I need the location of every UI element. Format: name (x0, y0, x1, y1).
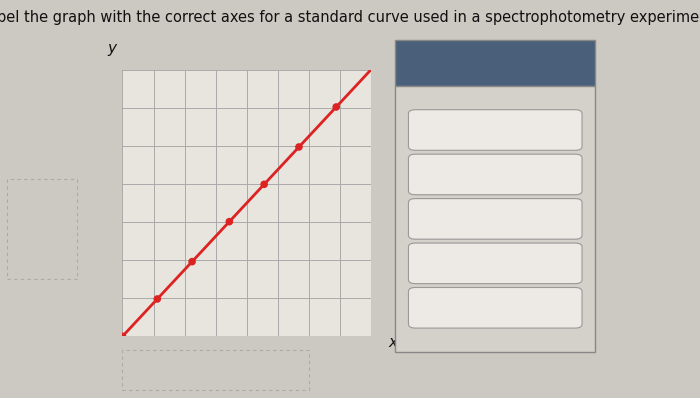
Point (152, 296, 163, 302)
Text: Absorbance: Absorbance (461, 301, 530, 314)
Text: x: x (389, 335, 397, 349)
Point (224, 219, 235, 225)
Point (258, 181, 270, 187)
Point (186, 258, 197, 265)
Text: % Transmittance: % Transmittance (446, 123, 545, 137)
Text: Density (g/L): Density (g/L) (457, 257, 533, 270)
Point (117, 333, 128, 339)
Text: y: y (107, 41, 116, 56)
Point (330, 104, 342, 110)
Text: Concentration (M): Concentration (M) (442, 213, 549, 225)
Point (293, 144, 304, 150)
Text: Answer Bank: Answer Bank (447, 56, 544, 69)
Text: Label the graph with the correct axes for a standard curve used in a spectrophot: Label the graph with the correct axes fo… (0, 10, 700, 25)
Text: Sample #: Sample # (466, 168, 524, 181)
